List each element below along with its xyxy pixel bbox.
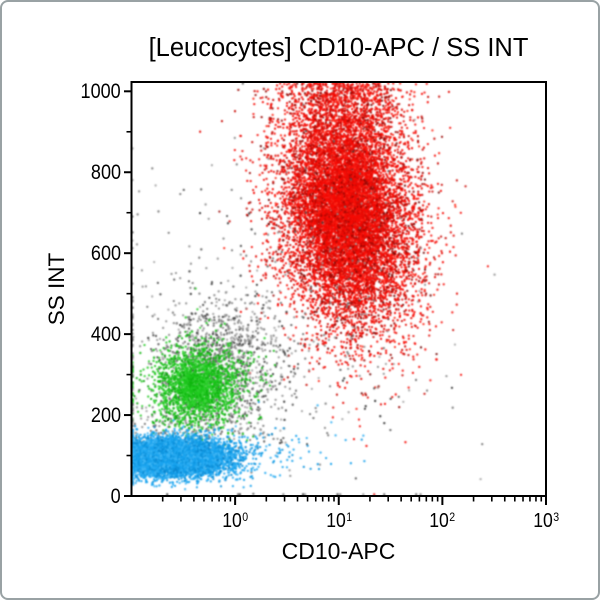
y-tick-label: 600 [90, 242, 121, 266]
x-tick-label: 103 [533, 510, 560, 532]
y-tick-label: 1000 [80, 80, 121, 104]
y-tick-label: 400 [90, 323, 121, 347]
x-tick-label: 102 [429, 510, 456, 532]
chart-title: [Leucocytes] CD10-APC / SS INT [148, 34, 529, 62]
y-tick-label: 200 [90, 404, 121, 428]
y-tick-label: 0 [110, 485, 121, 508]
x-axis-label: CD10-APC [281, 538, 396, 564]
x-tick-label: 101 [326, 510, 352, 532]
y-tick-label: 800 [90, 161, 121, 185]
x-tick-label: 100 [222, 510, 249, 532]
